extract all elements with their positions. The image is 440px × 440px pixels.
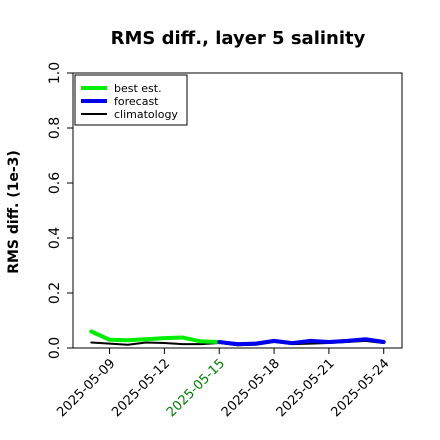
- chart-title: RMS diff., layer 5 salinity: [111, 28, 366, 49]
- x-tick-label: 2025-05-09: [54, 356, 118, 420]
- series-layer: [89, 329, 386, 347]
- legend-label-climatology: climatology: [114, 108, 178, 121]
- y-tick-label: 0.2: [47, 282, 63, 304]
- y-tick-label: 0.6: [47, 172, 63, 194]
- x-tick-label: 2025-05-21: [274, 356, 338, 420]
- x-tick-label: 2025-05-15: [164, 356, 228, 420]
- y-tick-label: 0.0: [47, 337, 63, 359]
- x-tick-label: 2025-05-12: [109, 356, 173, 420]
- y-axis-label: RMS diff. (1e-3): [6, 150, 22, 274]
- x-tick-label: 2025-05-18: [219, 356, 283, 420]
- y-tick-label: 1.0: [47, 62, 63, 84]
- x-tick-label: 2025-05-24: [329, 356, 393, 420]
- series-line-best-est: [89, 329, 222, 344]
- y-tick-label: 0.4: [47, 227, 63, 249]
- series-line-forecast: [217, 337, 386, 347]
- legend-label-forecast: forecast: [114, 95, 159, 108]
- plot-frame: [72, 72, 403, 349]
- y-tick-label: 0.8: [47, 117, 63, 139]
- frame-layer: [72, 72, 403, 349]
- legend-label-best-est: best est.: [114, 82, 162, 95]
